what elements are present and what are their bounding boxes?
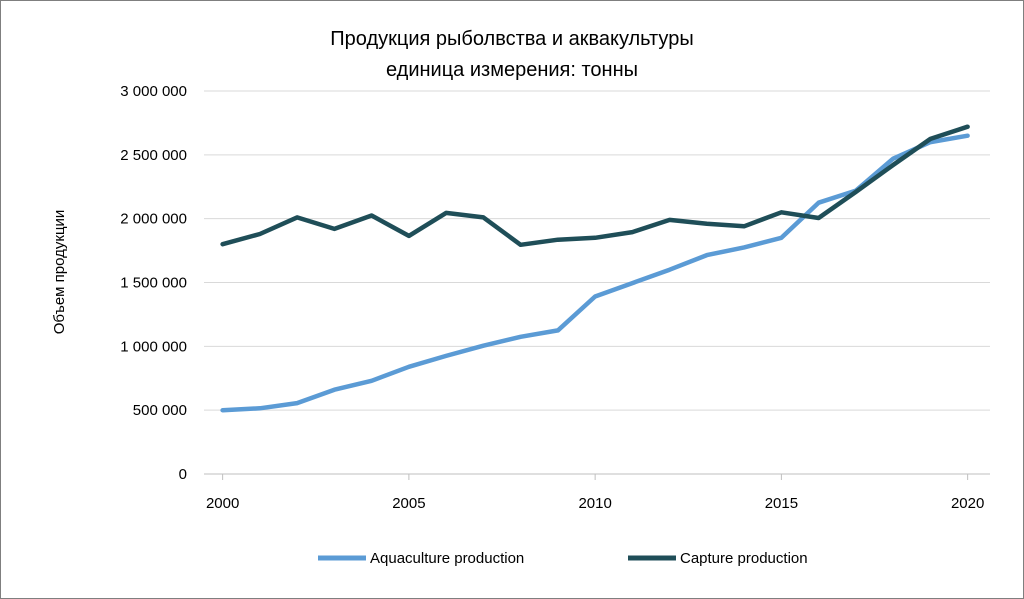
- y-tick-label: 3 000 000: [120, 83, 187, 100]
- x-tick-label: 2005: [392, 495, 425, 512]
- y-axis-label: Объем продукции: [51, 210, 68, 335]
- series-lines: [220, 124, 970, 413]
- y-tick-label: 2 000 000: [120, 211, 187, 228]
- legend-label-capture: Capture production: [680, 550, 808, 567]
- x-tick-label: 2020: [951, 495, 984, 512]
- x-tick-label: 2015: [765, 495, 798, 512]
- x-tick-label: 2010: [578, 495, 611, 512]
- gridlines: [204, 90, 990, 480]
- legend: Aquaculture production Capture productio…: [318, 550, 808, 567]
- y-tick-label: 2 500 000: [120, 147, 187, 164]
- legend-label-aquaculture: Aquaculture production: [370, 550, 524, 567]
- y-tick-labels: 0 500 000 1 000 000 1 500 000 2 000 000 2 500…: [120, 83, 187, 483]
- chart-title: Продукция рыболвства и аквакультуры: [330, 28, 693, 50]
- y-tick-label: 0: [179, 466, 187, 483]
- aquaculture-line: [220, 133, 970, 413]
- y-tick-label: 1 000 000: [120, 338, 187, 355]
- y-tick-label: 500 000: [133, 402, 187, 419]
- x-tick-label: 2000: [206, 495, 239, 512]
- capture-line: [220, 124, 970, 248]
- x-tick-labels: 2000 2005 2010 2015 2020: [206, 495, 984, 512]
- chart-subtitle: единица измерения: тонны: [386, 59, 638, 81]
- y-tick-label: 1 500 000: [120, 275, 187, 292]
